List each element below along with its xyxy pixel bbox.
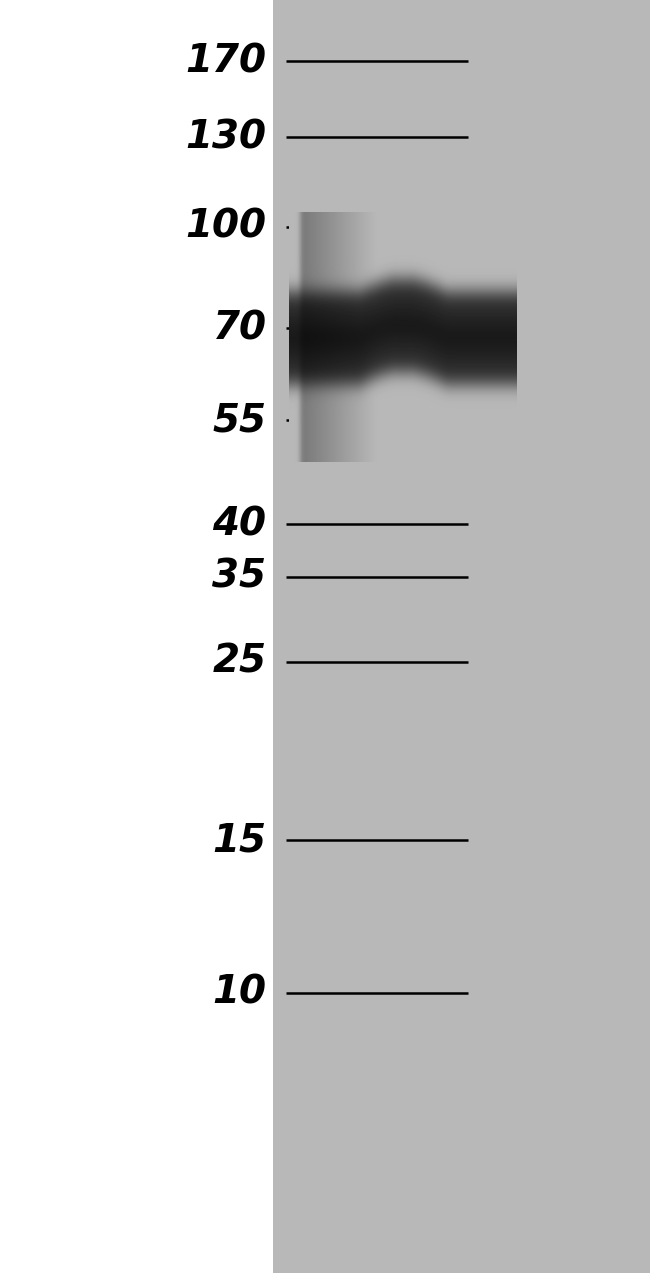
Text: 15: 15 [213, 821, 266, 859]
Text: 130: 130 [185, 118, 266, 157]
Text: 35: 35 [213, 558, 266, 596]
Text: 70: 70 [213, 309, 266, 348]
Text: 40: 40 [213, 505, 266, 544]
Text: 170: 170 [185, 42, 266, 80]
Text: 100: 100 [185, 207, 266, 246]
Text: 10: 10 [213, 974, 266, 1012]
Text: 55: 55 [213, 401, 266, 439]
Bar [273, 0, 650, 1273]
Text: 25: 25 [213, 643, 266, 681]
